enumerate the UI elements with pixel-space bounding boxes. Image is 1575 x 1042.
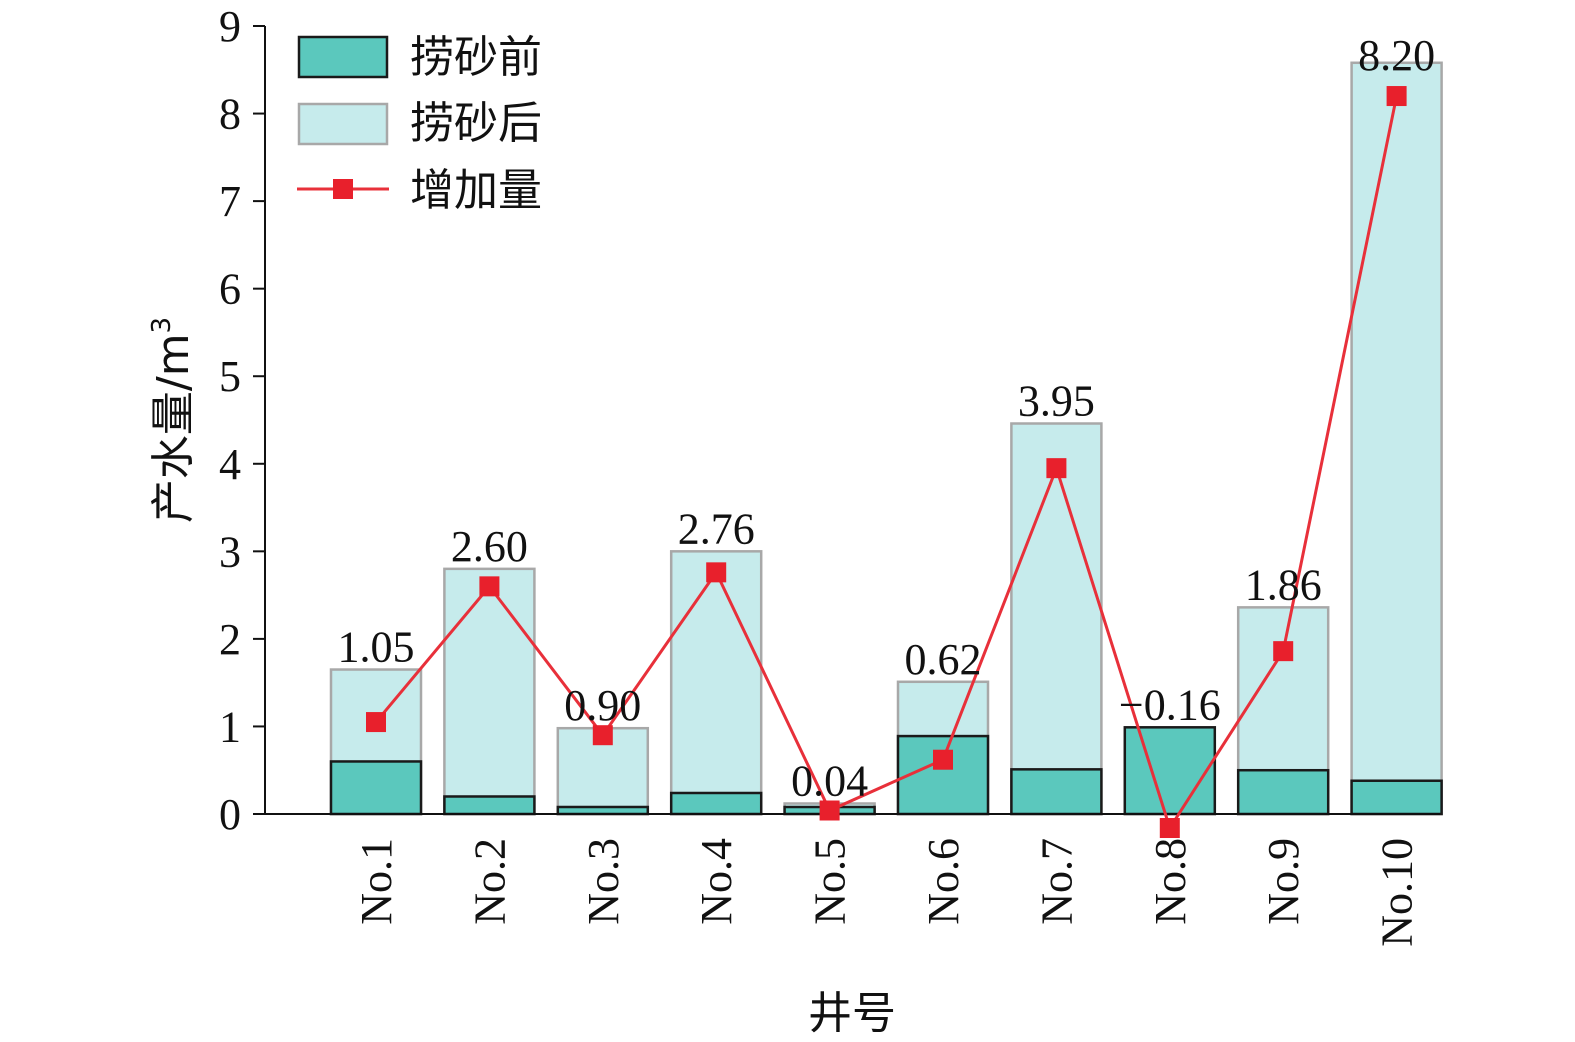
bar-after: [443, 567, 536, 816]
axes-group: [264, 26, 1440, 815]
legend-label-increase: 增加量: [410, 165, 542, 216]
legend-label-before: 捞砂前: [410, 32, 542, 83]
data-labels-group: 1.05 2.60 0.90 2.76 0.04 0.62 3.95 −0.16 1.86 8.2…: [338, 31, 1436, 805]
legend-swatch-after: [297, 102, 389, 146]
data-label: 3.95: [1018, 377, 1095, 426]
y-axis-title-sup: 3: [147, 317, 177, 334]
y-tick-label: 1: [219, 702, 241, 751]
increase-marker: [1159, 818, 1180, 839]
y-tick-label: 7: [219, 177, 241, 226]
y-axis-title: 产水量/m3: [147, 317, 199, 523]
x-tick-label: No.4: [692, 838, 741, 925]
increase-marker: [479, 576, 500, 597]
y-ticks-group: 0 1 2 3 4 5 6 7 8 9: [219, 2, 265, 839]
increase-marker: [592, 725, 613, 746]
increase-marker: [1046, 458, 1067, 479]
x-tick-label: No.6: [919, 838, 968, 925]
bar-after: [1350, 61, 1443, 816]
bar-after: [669, 550, 763, 816]
data-label: 0.04: [791, 756, 868, 805]
x-labels-group: No.1 No.2 No.3 No.4 No.5 No.6 No.7 No.8 No.9 No.1…: [352, 838, 1422, 947]
data-label: 1.05: [338, 623, 415, 672]
x-tick-label: No.9: [1259, 838, 1308, 925]
x-axis-title: 井号: [808, 988, 896, 1039]
legend-swatch-before: [297, 35, 389, 79]
increase-marker: [366, 712, 386, 733]
increase-marker: [819, 800, 840, 821]
before-bars-group: [329, 726, 1443, 816]
bar-before: [1350, 779, 1443, 816]
bar-before: [329, 760, 423, 816]
y-tick-label: 6: [219, 265, 241, 314]
data-label: 0.62: [905, 635, 982, 684]
increase-line-group: [366, 86, 1407, 839]
x-tick-label: No.7: [1032, 838, 1081, 925]
data-label: 2.76: [678, 504, 755, 553]
legend-label-after: 捞砂后: [410, 98, 542, 149]
y-tick-label: 5: [219, 352, 241, 401]
bar-after: [1010, 422, 1103, 816]
x-tick-label: No.1: [352, 838, 401, 925]
bar-before: [1236, 768, 1330, 816]
data-label: 0.90: [564, 681, 641, 730]
data-label: 1.86: [1245, 560, 1322, 609]
x-tick-label: No.8: [1146, 838, 1195, 925]
y-tick-label: 8: [219, 90, 241, 139]
data-label: −0.16: [1119, 680, 1221, 729]
y-tick-label: 3: [219, 527, 241, 576]
increase-line: [374, 95, 1399, 832]
bar-before: [443, 795, 536, 816]
bar-before: [1010, 768, 1103, 816]
legend: 捞砂前 捞砂后 增加量: [297, 32, 542, 216]
y-tick-label: 2: [219, 615, 241, 664]
y-axis-title-text: 产水量/m: [148, 333, 199, 523]
after-bars-group: [329, 61, 1443, 816]
increase-marker: [933, 749, 953, 770]
x-tick-label: No.3: [579, 838, 628, 925]
y-tick-label: 4: [219, 440, 241, 489]
data-label: 2.60: [451, 522, 528, 571]
x-tick-label: No.2: [465, 838, 514, 925]
x-tick-label: No.5: [806, 838, 855, 925]
legend-marker-increase: [333, 179, 353, 199]
data-label: 8.20: [1358, 31, 1435, 80]
increase-marker: [1273, 641, 1294, 662]
increase-marker: [1386, 86, 1407, 107]
y-tick-label: 9: [219, 2, 241, 51]
bar-before: [1123, 726, 1217, 816]
bar-before: [896, 734, 990, 816]
x-tick-label: No.10: [1373, 838, 1422, 947]
bar-before: [556, 805, 650, 816]
y-tick-label: 0: [219, 790, 241, 839]
bar-before: [669, 791, 763, 816]
increase-marker: [706, 562, 727, 583]
